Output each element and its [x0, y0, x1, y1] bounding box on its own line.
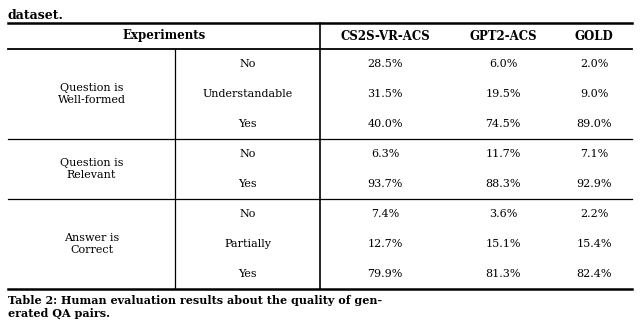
Text: Yes: Yes [238, 269, 257, 279]
Text: 6.3%: 6.3% [371, 149, 399, 159]
Text: 3.6%: 3.6% [489, 209, 517, 219]
Text: 92.9%: 92.9% [576, 179, 612, 189]
Text: No: No [239, 149, 256, 159]
Text: 15.4%: 15.4% [576, 239, 612, 249]
Text: 28.5%: 28.5% [367, 59, 403, 69]
Text: 7.4%: 7.4% [371, 209, 399, 219]
Text: 88.3%: 88.3% [485, 179, 521, 189]
Text: 93.7%: 93.7% [367, 179, 403, 189]
Text: 12.7%: 12.7% [367, 239, 403, 249]
Text: Yes: Yes [238, 119, 257, 129]
Text: Yes: Yes [238, 179, 257, 189]
Text: 82.4%: 82.4% [576, 269, 612, 279]
Text: 2.0%: 2.0% [580, 59, 608, 69]
Text: Experiments: Experiments [122, 29, 205, 42]
Text: 79.9%: 79.9% [367, 269, 403, 279]
Text: Question is
Well-formed: Question is Well-formed [58, 83, 125, 105]
Text: 6.0%: 6.0% [489, 59, 517, 69]
Text: Answer is
Correct: Answer is Correct [64, 233, 119, 255]
Text: 19.5%: 19.5% [485, 89, 521, 99]
Text: 15.1%: 15.1% [485, 239, 521, 249]
Text: dataset.: dataset. [8, 9, 64, 22]
Text: 89.0%: 89.0% [576, 119, 612, 129]
Text: Table 2: Human evaluation results about the quality of gen-
erated QA pairs.: Table 2: Human evaluation results about … [8, 295, 382, 319]
Text: 9.0%: 9.0% [580, 89, 608, 99]
Text: 40.0%: 40.0% [367, 119, 403, 129]
Text: Partially: Partially [224, 239, 271, 249]
Text: 11.7%: 11.7% [485, 149, 521, 159]
Text: 7.1%: 7.1% [580, 149, 608, 159]
Text: 81.3%: 81.3% [485, 269, 521, 279]
Text: 74.5%: 74.5% [485, 119, 521, 129]
Text: GOLD: GOLD [575, 29, 613, 42]
Text: No: No [239, 209, 256, 219]
Text: No: No [239, 59, 256, 69]
Text: Understandable: Understandable [202, 89, 292, 99]
Text: 2.2%: 2.2% [580, 209, 608, 219]
Text: CS2S-VR-ACS: CS2S-VR-ACS [340, 29, 430, 42]
Text: Question is
Relevant: Question is Relevant [60, 158, 124, 180]
Text: 31.5%: 31.5% [367, 89, 403, 99]
Text: GPT2-ACS: GPT2-ACS [469, 29, 537, 42]
